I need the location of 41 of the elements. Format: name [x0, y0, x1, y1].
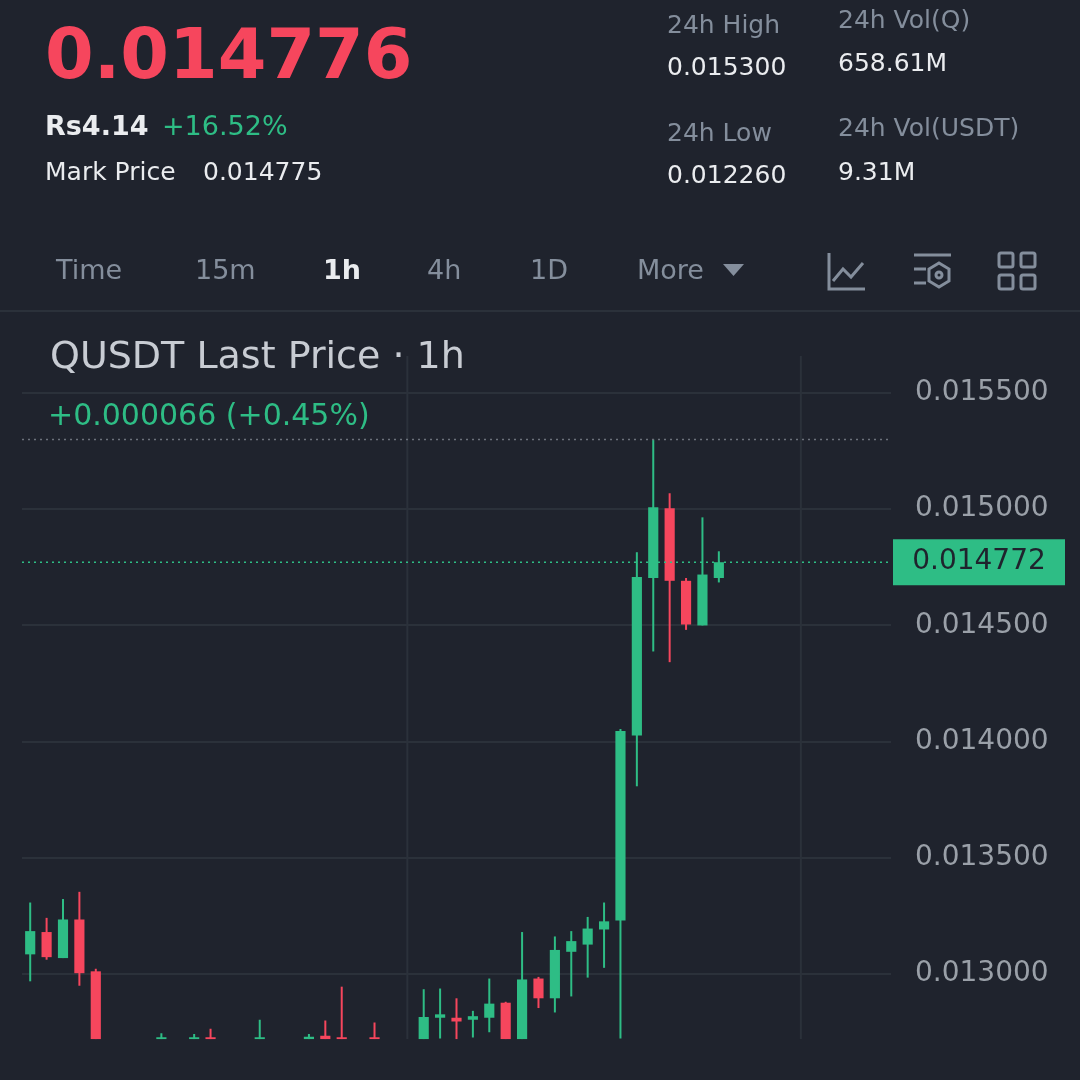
text: Rs4.14 — [45, 110, 149, 143]
text: 24h Low — [667, 118, 772, 148]
text: 0.015300 — [667, 52, 787, 82]
text: 1D — [530, 254, 568, 287]
candlestick — [435, 987, 446, 1040]
candlestick — [369, 1021, 380, 1040]
text: 0.012260 — [667, 160, 787, 190]
candlestick — [533, 975, 544, 1010]
y-tick-label: 0.015000 — [915, 490, 1049, 524]
text: 4h — [427, 254, 462, 287]
text: 0.014776 — [45, 12, 413, 96]
text: 24h Vol(Q) — [838, 5, 971, 35]
text: 15m — [195, 254, 256, 287]
candlestick — [336, 985, 347, 1040]
text: 24h Vol(USDT) — [838, 113, 1020, 143]
candlestick — [484, 977, 495, 1034]
y-tick-label: 0.015500 — [915, 374, 1049, 408]
candlestick — [254, 1018, 265, 1040]
y-tick-label: 0.013500 — [915, 839, 1049, 873]
text: 9.31M — [838, 157, 916, 187]
annotation: +0.000066 (+0.45%) — [48, 397, 370, 432]
candlestick — [467, 1009, 478, 1039]
ref-line-label: 0.014772 — [912, 543, 1046, 577]
candlestick — [25, 901, 36, 983]
y-tick-label: 0.014500 — [915, 606, 1049, 640]
candlestick — [598, 901, 610, 969]
text: Mark Price — [45, 157, 176, 187]
y-tick-label: 0.014000 — [915, 722, 1049, 756]
text: More — [637, 254, 704, 287]
candlestick — [566, 930, 577, 998]
text: +16.52% — [162, 110, 288, 143]
text: 0.014775 — [203, 157, 323, 187]
candlestick — [418, 988, 429, 1040]
text: 1h — [323, 254, 362, 287]
text: 658.61M — [838, 48, 948, 78]
text: Time — [56, 254, 123, 287]
y-tick-label: 0.013000 — [915, 955, 1049, 989]
candlestick — [451, 997, 462, 1040]
chart-title: QUSDT Last Price · 1h — [50, 333, 465, 377]
candlestick — [582, 915, 593, 979]
text: 24h High — [667, 10, 781, 40]
